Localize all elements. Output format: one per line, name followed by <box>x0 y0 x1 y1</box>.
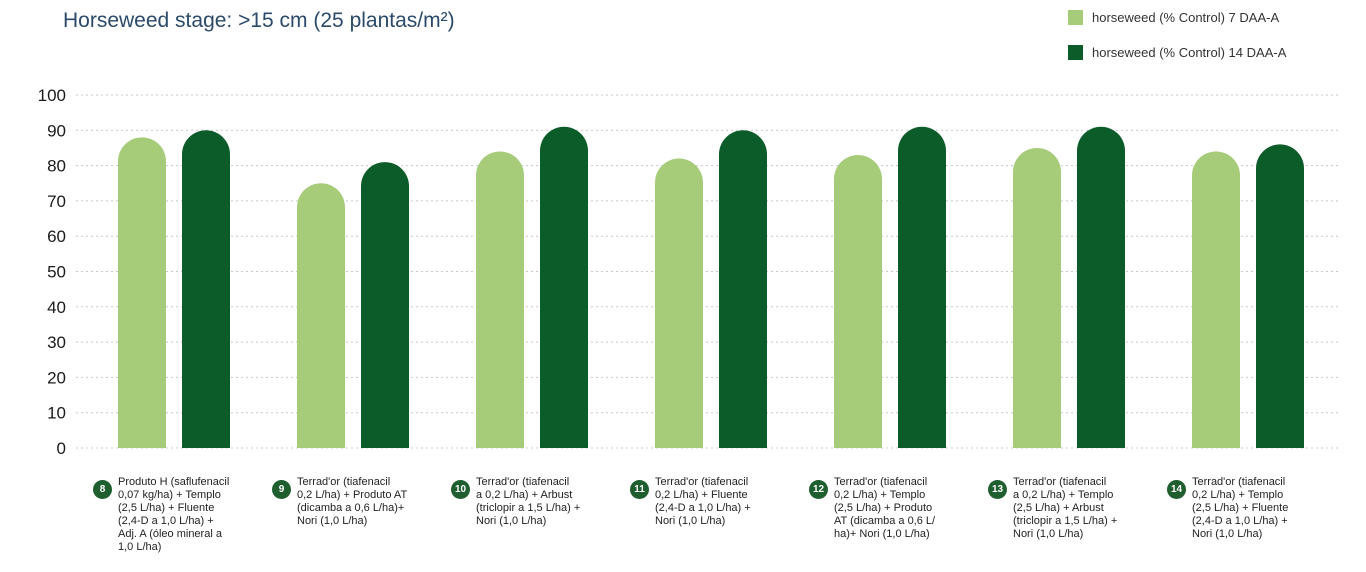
treatment-number-badge: 8 <box>93 480 112 499</box>
bar-chart: 0 10 20 30 40 50 60 70 80 90 100 <box>38 86 1338 458</box>
treatment-item: 12 Terrad'or (tiafenacil 0,2 L/ha) + Temp… <box>809 476 968 541</box>
bar-treatment-13-series-2 <box>1077 126 1125 448</box>
legend-label-14-daa: horseweed (% Control) 14 DAA-A <box>1092 45 1287 60</box>
y-tick-label: 40 <box>47 298 66 317</box>
bar-treatment-12-series-1 <box>834 155 882 448</box>
treatment-number-badge: 12 <box>809 480 828 499</box>
y-tick-label: 10 <box>47 404 66 423</box>
treatment-item: 8 Produto H (saflufenacil 0,07 kg/ha) + T… <box>93 476 252 554</box>
bar-treatment-14-series-2 <box>1256 144 1304 449</box>
treatment-number-badge: 10 <box>451 480 470 499</box>
treatment-label: Terrad'or (tiafenacil a 0,2 L/ha) + Arbu… <box>476 476 581 527</box>
y-tick-label: 60 <box>47 227 66 246</box>
bar-treatment-11-series-1 <box>655 158 703 449</box>
y-tick-label: 0 <box>57 439 66 458</box>
treatment-number-badge: 13 <box>988 480 1007 499</box>
legend-label-7-daa: horseweed (% Control) 7 DAA-A <box>1092 10 1280 25</box>
treatment-labels: 8 Produto H (saflufenacil 0,07 kg/ha) + T… <box>0 476 1366 572</box>
treatment-number-badge: 9 <box>272 480 291 499</box>
treatment-label: Terrad'or (tiafenacil 0,2 L/ha) + Templo… <box>834 476 936 540</box>
bar-treatment-12-series-2 <box>898 126 946 448</box>
legend-item-7-daa: horseweed (% Control) 7 DAA-A <box>1068 10 1279 25</box>
bar-treatment-8-series-2 <box>182 130 230 449</box>
y-tick-label: 80 <box>47 157 66 176</box>
bar-treatment-10-series-2 <box>540 126 588 448</box>
y-tick-label: 50 <box>47 263 66 282</box>
legend-item-14-daa: horseweed (% Control) 14 DAA-A <box>1068 45 1286 60</box>
bar-treatment-14-series-1 <box>1192 151 1240 449</box>
bar-treatment-10-series-1 <box>476 151 524 449</box>
y-tick-label: 30 <box>47 333 66 352</box>
legend-swatch-14-daa <box>1068 45 1083 60</box>
grid-lines <box>76 94 1338 449</box>
treatment-item: 11 Terrad'or (tiafenacil 0,2 L/ha) + Flue… <box>630 476 789 528</box>
chart-title: Horseweed stage: >15 cm (25 plantas/m²) <box>63 9 455 32</box>
bar-treatment-8-series-1 <box>118 137 166 449</box>
y-tick-label: 20 <box>47 368 66 387</box>
bar-treatment-13-series-1 <box>1013 147 1061 448</box>
treatment-number-badge: 11 <box>630 480 649 499</box>
treatment-label: Terrad'or (tiafenacil 0,2 L/ha) + Templo… <box>1192 476 1289 540</box>
treatment-label: Produto H (saflufenacil 0,07 kg/ha) + Te… <box>118 476 230 553</box>
treatment-item: 10 Terrad'or (tiafenacil a 0,2 L/ha) + Ar… <box>451 476 610 528</box>
treatment-item: 9 Terrad'or (tiafenacil 0,2 L/ha) + Produ… <box>272 476 431 528</box>
bar-treatment-9-series-2 <box>361 162 409 448</box>
treatment-label: Terrad'or (tiafenacil 0,2 L/ha) + Fluent… <box>655 476 751 527</box>
y-axis-ticks: 0 10 20 30 40 50 60 70 80 90 100 <box>38 86 66 458</box>
bar-treatment-9-series-1 <box>297 183 345 448</box>
y-tick-label: 100 <box>38 86 66 105</box>
treatment-label: Terrad'or (tiafenacil 0,2 L/ha) + Produt… <box>297 476 408 527</box>
treatment-label: Terrad'or (tiafenacil a 0,2 L/ha) + Temp… <box>1013 476 1118 540</box>
bars <box>118 126 1304 449</box>
treatment-number-badge: 14 <box>1167 480 1186 499</box>
y-tick-label: 70 <box>47 192 66 211</box>
legend-swatch-7-daa <box>1068 10 1083 25</box>
bar-treatment-11-series-2 <box>719 130 767 449</box>
treatment-item: 14 Terrad'or (tiafenacil 0,2 L/ha) + Temp… <box>1167 476 1326 541</box>
y-tick-label: 90 <box>47 121 66 140</box>
treatment-item: 13 Terrad'or (tiafenacil a 0,2 L/ha) + Te… <box>988 476 1147 541</box>
